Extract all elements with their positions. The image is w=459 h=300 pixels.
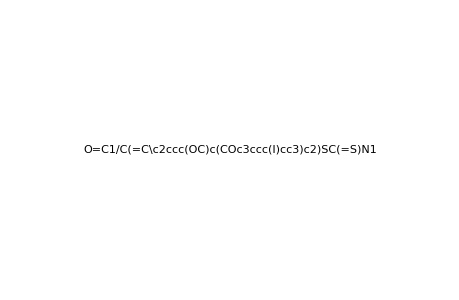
Text: O=C1/C(=C\c2ccc(OC)c(COc3ccc(I)cc3)c2)SC(=S)N1: O=C1/C(=C\c2ccc(OC)c(COc3ccc(I)cc3)c2)SC… xyxy=(83,145,376,155)
